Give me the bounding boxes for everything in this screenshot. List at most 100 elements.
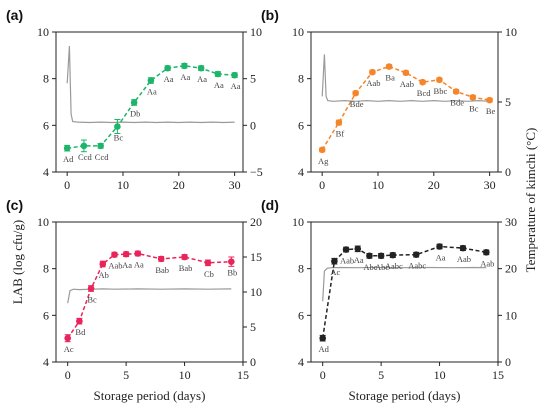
significance-label: Ccd <box>78 152 92 162</box>
left-y-tick-label: 4 <box>298 165 304 179</box>
lab-point <box>319 334 326 342</box>
shared-left-axis-label: LAB (log cfu/g) <box>10 220 25 304</box>
x-tick-label: 5 <box>123 368 129 382</box>
lab-line <box>67 252 232 339</box>
significance-label: Aab <box>340 256 354 266</box>
x-tick-label: 20 <box>173 178 185 192</box>
x-tick-label: 10 <box>117 178 129 192</box>
right-y-tick-label: 10 <box>250 285 262 299</box>
lab-point <box>164 64 171 72</box>
significance-label: Abc <box>363 262 377 272</box>
significance-label: Ag <box>318 156 329 166</box>
lab-point <box>80 142 88 150</box>
lab-point <box>436 243 443 250</box>
temperature-line <box>67 288 232 304</box>
lab-point <box>483 249 490 256</box>
lab-point <box>87 285 95 292</box>
lab-point <box>130 99 138 106</box>
significance-label: Aa <box>134 260 144 270</box>
right-y-tick-label: 0 <box>250 118 256 132</box>
significance-label: Bd <box>75 327 86 337</box>
significance-label: Bbc <box>434 86 448 96</box>
x-tick-label: 10 <box>179 368 191 382</box>
lab-point <box>331 257 338 265</box>
left-y-tick-label: 10 <box>37 25 49 39</box>
lab-point <box>76 317 83 325</box>
lab-point <box>342 246 350 253</box>
lab-point <box>204 259 212 267</box>
left-y-tick-label: 6 <box>43 118 49 132</box>
lab-point <box>354 245 362 253</box>
significance-label: Aa <box>231 81 241 91</box>
significance-label: Aa <box>197 74 207 84</box>
significance-label: Aa <box>436 253 446 263</box>
right-y-tick-label: 0 <box>505 355 511 369</box>
significance-label: Aa <box>164 74 174 84</box>
lab-point <box>352 89 359 97</box>
left-y-tick-label: 8 <box>43 72 49 86</box>
left-y-tick-label: 10 <box>292 215 304 229</box>
left-y-tick-label: 6 <box>298 118 304 132</box>
right-y-tick-label: 10 <box>505 25 517 39</box>
left-y-tick-label: 6 <box>43 308 49 322</box>
significance-label: Bde <box>450 98 464 108</box>
x-tick-label: 30 <box>229 178 241 192</box>
x-tick-label: 0 <box>65 368 71 382</box>
x-tick-label: 10 <box>372 178 384 192</box>
significance-label: Aab <box>480 258 494 268</box>
significance-label: Ad <box>318 344 329 354</box>
significance-label: Db <box>130 108 140 118</box>
lab-point <box>157 255 165 263</box>
lab-point <box>436 76 443 84</box>
panel-label: (b) <box>261 7 279 23</box>
lab-point <box>335 119 343 126</box>
significance-label: Aab <box>366 78 380 88</box>
significance-label: Bc <box>87 295 97 305</box>
right-y-tick-label: 0 <box>505 165 511 179</box>
lab-point <box>99 260 107 268</box>
significance-label: Abc <box>375 262 389 272</box>
right-y-tick-label: 20 <box>505 262 517 276</box>
plot-frame <box>310 221 499 363</box>
lab-point <box>366 252 373 260</box>
right-y-tick-label: 30 <box>505 215 517 229</box>
x-tick-label: 10 <box>434 368 446 382</box>
lab-point <box>134 250 142 257</box>
lab-point <box>97 142 104 150</box>
lab-point <box>419 78 426 86</box>
left-y-tick-label: 10 <box>292 25 304 39</box>
lab-point <box>369 68 376 76</box>
right-y-tick-label: 0 <box>250 355 256 369</box>
significance-label: Bb <box>227 268 237 278</box>
x-tick-label: 15 <box>492 368 504 382</box>
lab-line <box>321 65 490 151</box>
lab-point <box>385 63 393 70</box>
right-y-tick-label: −5 <box>250 165 263 179</box>
panel-label: (d) <box>261 197 279 213</box>
x-tick-label: 0 <box>320 368 326 382</box>
lab-point <box>377 252 385 260</box>
significance-label: Bde <box>350 99 364 109</box>
x-tick-label: 20 <box>428 178 440 192</box>
significance-label: Aa <box>354 255 364 265</box>
plot-frame <box>55 221 244 363</box>
lab-line <box>67 65 235 149</box>
lab-point <box>64 334 71 342</box>
lab-point <box>412 251 420 258</box>
significance-label: Aab <box>108 261 122 271</box>
lab-point <box>459 244 467 252</box>
lab-point <box>214 70 222 78</box>
significance-label: Bab <box>155 265 169 275</box>
temperature-line <box>321 54 490 102</box>
right-y-tick-label: 5 <box>250 72 256 86</box>
left-y-tick-label: 6 <box>298 308 304 322</box>
lab-point <box>181 253 188 261</box>
lab-point <box>147 77 155 84</box>
lab-point <box>452 88 460 95</box>
x-axis-label: Storage period (days) <box>94 388 206 403</box>
panel-c: (c) 4 6 8 10 0 5 10 15 20 0 5 10 15 Storage period (da… <box>6 197 262 403</box>
significance-label: Bf <box>336 129 345 139</box>
